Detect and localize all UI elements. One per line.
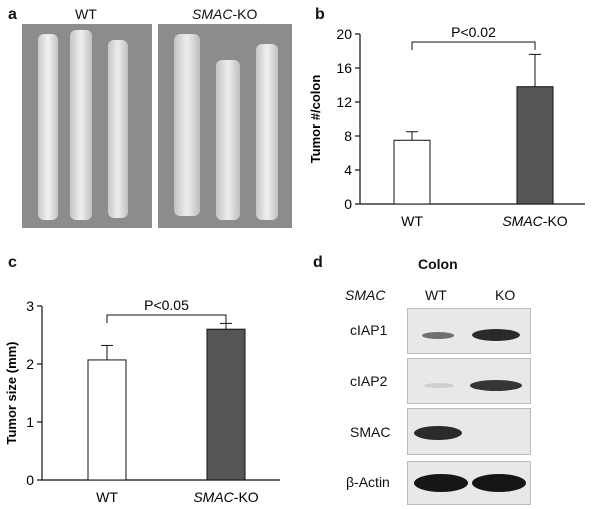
blot-lane-actin bbox=[407, 461, 531, 505]
x-tick-label: SMAC-KO bbox=[193, 489, 258, 505]
y-tick-label: 4 bbox=[344, 162, 352, 178]
blot-lane-smac bbox=[407, 408, 531, 455]
blot-gene-header: SMAC bbox=[345, 287, 386, 303]
blot-wt-header: WT bbox=[425, 287, 447, 303]
blot-row-label-smac: SMAC bbox=[350, 424, 391, 440]
y-tick-label: 1 bbox=[26, 414, 34, 430]
panel-a-letter: a bbox=[8, 6, 17, 23]
panel-b-chart: 0 4 8 12 16 20 Tumor #/colon WT SMAC-KO P<0.02 bbox=[308, 24, 585, 229]
panel-a-ko-label: SMAC-KO bbox=[192, 6, 257, 22]
y-tick-label: 20 bbox=[336, 26, 352, 42]
blot-title: Colon bbox=[418, 256, 458, 272]
blot-ko-header: KO bbox=[495, 287, 516, 303]
y-tick-label: 16 bbox=[336, 60, 352, 76]
blot-lane-ciap1 bbox=[407, 308, 531, 354]
blot-row-label-ciap1: cIAP1 bbox=[350, 322, 388, 338]
x-tick-label: WT bbox=[96, 489, 118, 505]
panel-b-letter: b bbox=[315, 6, 325, 23]
panel-c-letter: c bbox=[8, 254, 17, 271]
p-value-annotation: P<0.05 bbox=[144, 297, 189, 313]
significance-bracket bbox=[106, 314, 227, 323]
p-value-annotation: P<0.02 bbox=[451, 24, 496, 40]
panel-a-ko-suffix: -KO bbox=[232, 6, 258, 22]
blot-lane-ciap2 bbox=[407, 358, 531, 404]
y-tick-label: 2 bbox=[26, 356, 34, 372]
x-tick-label: SMAC-KO bbox=[502, 213, 567, 229]
y-tick-label: 12 bbox=[336, 94, 352, 110]
bar bbox=[516, 86, 554, 205]
ko-colon-photo bbox=[158, 24, 292, 228]
bar bbox=[393, 139, 431, 205]
wt-colon-photo bbox=[22, 24, 152, 228]
bar bbox=[206, 328, 246, 481]
y-tick-label: 0 bbox=[26, 472, 34, 488]
y-axis-label: Tumor #/colon bbox=[308, 75, 323, 164]
significance-bracket bbox=[411, 41, 536, 50]
y-tick-label: 0 bbox=[344, 196, 352, 212]
x-tick-label: WT bbox=[401, 213, 423, 229]
panel-a-ko-gene: SMAC bbox=[192, 6, 233, 22]
panel-a-wt-label: WT bbox=[75, 6, 97, 22]
panel-d-letter: d bbox=[313, 254, 323, 271]
y-tick-label: 8 bbox=[344, 128, 352, 144]
y-axis-label: Tumor size (mm) bbox=[4, 341, 19, 444]
blot-row-label-ciap2: cIAP2 bbox=[350, 373, 388, 389]
blot-row-label-actin: β-Actin bbox=[346, 474, 390, 490]
bar bbox=[87, 359, 127, 481]
y-tick-label: 3 bbox=[26, 298, 34, 314]
panel-c-chart: 0 1 2 3 Tumor size (mm) WT SMAC-KO P<0.05 bbox=[4, 297, 280, 505]
